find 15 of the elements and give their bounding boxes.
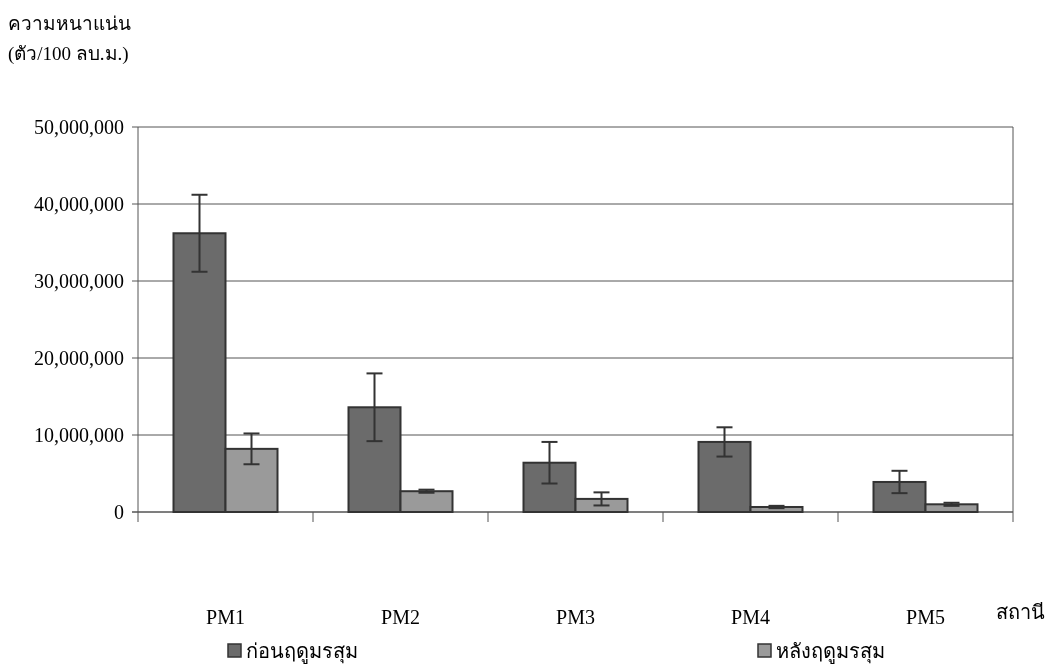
legend-label: หลังฤดูมรสุม [776,640,885,664]
x-tick-label: PM3 [556,606,595,628]
x-axis-title: สถานี [995,601,1045,623]
y-tick-label: 50,000,000 [34,116,124,138]
x-tick-label: PM4 [731,606,770,628]
x-tick-label: PM2 [381,606,420,628]
y-axis-title: ความหนาแน่น (ตัว/100 ลบ.ม.) [8,13,131,65]
y-tick-label: 0 [114,501,124,523]
y-tick-label: 40,000,000 [34,193,124,215]
x-tick-label: PM1 [206,606,245,628]
legend-label: ก่อนฤดูมรสุม [246,640,358,664]
y-tick-label: 10,000,000 [34,424,124,446]
y-tick-label: 30,000,000 [34,270,124,292]
x-tick-label: PM5 [906,606,945,628]
y-tick-label: 20,000,000 [34,347,124,369]
